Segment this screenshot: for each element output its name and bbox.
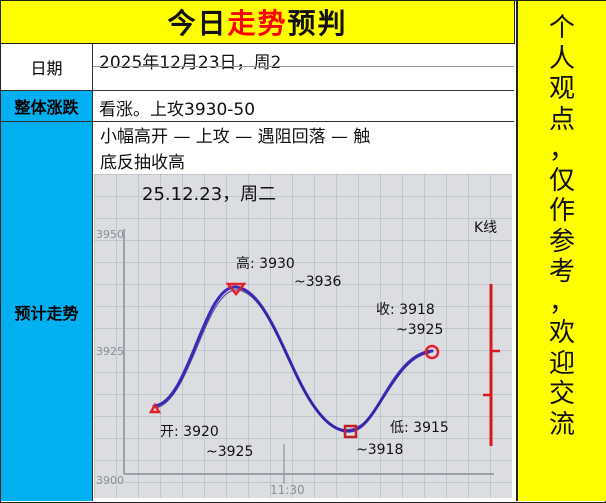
y-tick-bottom: 3900 [96,474,124,487]
title-suffix: 预判 [287,7,348,40]
side-char: 点 [548,104,575,135]
high-annotation-1: 高: 3930 [236,255,295,272]
forecast-description: 小幅高开 — 上攻 — 遇阻回落 — 触 底反抽收高 [100,124,510,176]
low-annotation-2: ~3918 [356,442,403,458]
close-marker [424,344,440,360]
y-tick-mid: 3925 [96,345,124,358]
page-title: 今日 走势 预判 [1,1,515,44]
forecast-line-2: 底反抽收高 [100,153,185,173]
date-value: 2025年12月23日，周2 [99,53,282,73]
forecast-row: 预计走势 [1,122,514,501]
low-annotation-1: 低: 3915 [390,420,449,436]
x-tick-midday: 11:30 [270,483,305,497]
overall-label: 整体涨跌 [1,91,93,121]
open-annotation-1: 开: 3920 [160,424,219,440]
high-annotation-2: ~3936 [294,274,341,290]
k-line-label: K线 [474,220,497,236]
side-char: 欢 [548,318,575,348]
date-row: 日期 2025年12月23日，周2 [1,44,514,91]
y-tick-top: 3950 [96,228,124,241]
sketch-photo: 25.12.23，周二 K线 3950 3925 3900 11:30 高: 3… [94,174,512,498]
forecast-line-1: 小幅高开 — 上攻 — 遇阻回落 — 触 [100,127,371,147]
side-char: 人 [548,43,575,74]
open-annotation-2: ~3925 [206,444,253,460]
open-marker [148,402,162,414]
side-char: 考 [548,257,575,287]
side-char: 观 [548,74,575,104]
side-char: 迎 [548,348,575,379]
side-note-text: 个 人 观 点 ， 仅 作 参 考 ， 欢 迎 交 流 [518,13,606,440]
title-highlight: 走势 [227,7,288,40]
overall-row: 整体涨跌 看涨。上攻3930-50 [1,91,514,122]
side-char: ， [548,135,575,165]
close-annotation-1: 收: 3918 [376,302,435,318]
side-char: 参 [548,226,575,257]
date-label: 日期 [1,44,93,90]
low-marker [343,424,358,439]
title-prefix: 今日 [167,7,228,40]
sketch-heading: 25.12.23，周二 [142,184,276,205]
side-char: 仅 [548,165,575,196]
forecast-label: 预计走势 [1,122,93,501]
sketch-svg: 25.12.23，周二 K线 3950 3925 3900 11:30 高: 3… [94,174,512,498]
price-curve-shadow [155,289,431,431]
side-char: 流 [548,409,575,440]
date-divider [93,66,514,67]
side-char: ， [548,287,575,318]
close-annotation-2: ~3925 [396,322,443,338]
overall-value: 看涨。上攻3930-50 [99,100,256,120]
side-char: 交 [548,379,575,409]
side-char: 作 [548,196,575,226]
high-marker [225,282,247,297]
side-note-panel: 个 人 观 点 ， 仅 作 参 考 ， 欢 迎 交 流 [516,1,606,501]
side-char: 个 [548,13,575,43]
